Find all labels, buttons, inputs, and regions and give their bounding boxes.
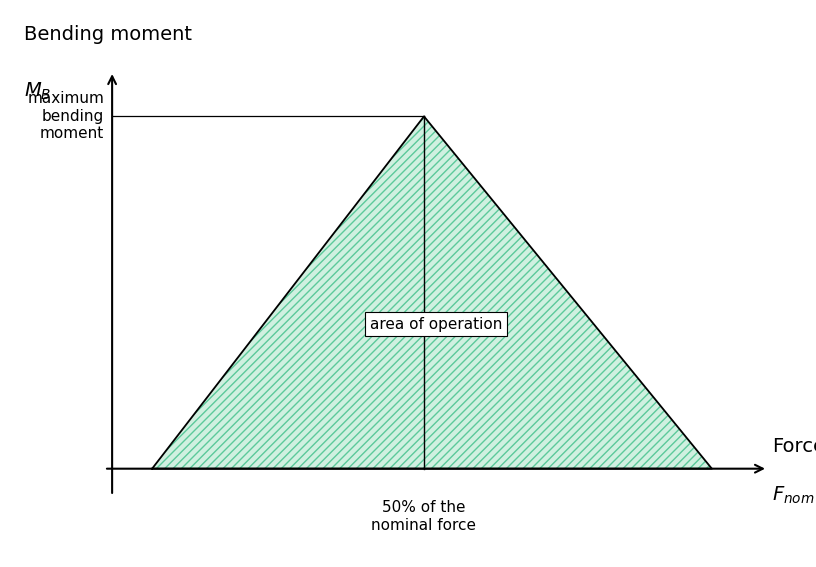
Text: area of operation: area of operation: [370, 316, 502, 332]
Text: 50% of the
nominal force: 50% of the nominal force: [371, 500, 477, 533]
Text: Bending moment: Bending moment: [24, 25, 192, 44]
Polygon shape: [152, 116, 712, 469]
Text: $M_B$: $M_B$: [24, 81, 51, 101]
Text: $F_{nom}$: $F_{nom}$: [772, 485, 814, 506]
Text: maximum
bending
moment: maximum bending moment: [27, 91, 104, 141]
Text: Force: Force: [772, 437, 816, 456]
